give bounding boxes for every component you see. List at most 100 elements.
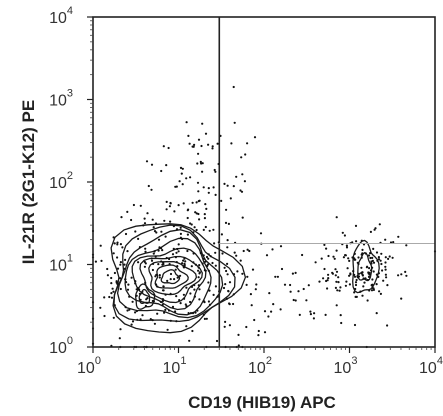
event-dot — [153, 230, 157, 233]
event-dot — [197, 266, 200, 269]
event-dot — [150, 257, 153, 260]
event-dots — [91, 85, 437, 349]
event-dot — [190, 223, 193, 226]
event-dot — [203, 217, 206, 220]
event-dot — [160, 169, 163, 173]
event-dot — [175, 251, 178, 254]
event-dot — [345, 244, 348, 247]
event-dot — [146, 212, 149, 215]
event-dot — [222, 286, 226, 290]
event-dot — [366, 299, 369, 302]
event-dot — [236, 270, 239, 273]
event-dot — [242, 249, 245, 253]
event-dot — [178, 299, 181, 302]
event-dot — [155, 273, 158, 276]
event-dot — [233, 251, 236, 254]
event-dot — [113, 242, 116, 245]
event-dot — [370, 262, 373, 265]
event-dot — [174, 268, 177, 271]
event-dot — [381, 269, 384, 272]
event-dot — [155, 283, 158, 286]
event-dot — [335, 216, 338, 219]
event-dot — [355, 278, 358, 282]
event-dot — [136, 318, 139, 321]
event-dot — [172, 225, 175, 228]
event-dot — [338, 289, 341, 292]
event-dot — [198, 199, 201, 202]
event-dot — [379, 292, 382, 295]
event-dot — [188, 339, 191, 342]
event-dot — [271, 248, 274, 251]
event-dot — [169, 201, 172, 205]
event-dot — [137, 261, 140, 264]
event-dot — [166, 328, 169, 331]
event-dot — [186, 249, 189, 253]
event-dot — [192, 252, 195, 255]
event-dot — [349, 272, 352, 275]
event-dot — [118, 337, 121, 340]
event-dot — [378, 223, 381, 226]
event-dot — [171, 305, 175, 308]
event-dot — [131, 320, 135, 323]
event-dot — [165, 256, 168, 260]
x-axis-title: CD19 (HIB19) APC — [188, 393, 336, 412]
event-dot — [119, 243, 122, 246]
event-dot — [253, 318, 256, 322]
contour-line — [135, 283, 156, 310]
event-dot — [384, 273, 387, 276]
event-dot — [371, 278, 374, 281]
event-dot — [200, 144, 203, 148]
event-dot — [298, 313, 301, 316]
quadrant-gates — [218, 17, 435, 347]
event-dot — [205, 255, 209, 259]
event-dot — [165, 200, 168, 203]
event-dot — [384, 265, 387, 268]
event-dot — [168, 263, 171, 266]
event-dot — [169, 220, 172, 223]
event-dot — [183, 263, 186, 266]
event-dot — [353, 323, 357, 327]
event-dot — [352, 270, 355, 273]
event-dot — [386, 284, 389, 287]
event-dot — [227, 222, 230, 225]
event-dot — [179, 226, 182, 229]
event-dot — [201, 170, 204, 173]
event-dot — [195, 201, 198, 204]
event-dot — [138, 246, 141, 249]
event-dot — [169, 319, 172, 322]
event-dot — [202, 254, 205, 257]
event-dot — [232, 273, 236, 276]
event-dot — [156, 312, 159, 315]
event-dot — [162, 145, 165, 148]
event-dot — [126, 288, 130, 291]
event-dot — [291, 272, 294, 275]
event-dot — [346, 267, 349, 270]
event-dot — [205, 317, 208, 320]
contour-line — [113, 224, 236, 323]
event-dot — [144, 262, 147, 265]
event-dot — [371, 259, 374, 262]
event-dot — [121, 246, 124, 249]
event-dot — [334, 274, 337, 277]
event-dot — [131, 300, 134, 303]
event-dot — [197, 152, 200, 155]
contour-line — [160, 269, 181, 285]
event-dot — [158, 246, 161, 249]
event-dot — [135, 294, 138, 297]
event-dot — [185, 325, 188, 328]
event-dot — [267, 315, 270, 318]
event-dot — [145, 160, 149, 163]
event-dot — [334, 268, 337, 271]
event-dot — [135, 309, 138, 313]
event-dot — [164, 293, 167, 296]
event-dot — [161, 298, 164, 301]
event-dot — [198, 288, 201, 291]
contour-line — [110, 223, 247, 334]
event-dot — [209, 255, 212, 258]
event-dot — [157, 249, 160, 252]
event-dot — [178, 180, 181, 183]
event-dot — [119, 263, 122, 266]
event-dot — [289, 283, 292, 287]
event-dot — [360, 271, 363, 274]
event-dot — [212, 228, 215, 231]
